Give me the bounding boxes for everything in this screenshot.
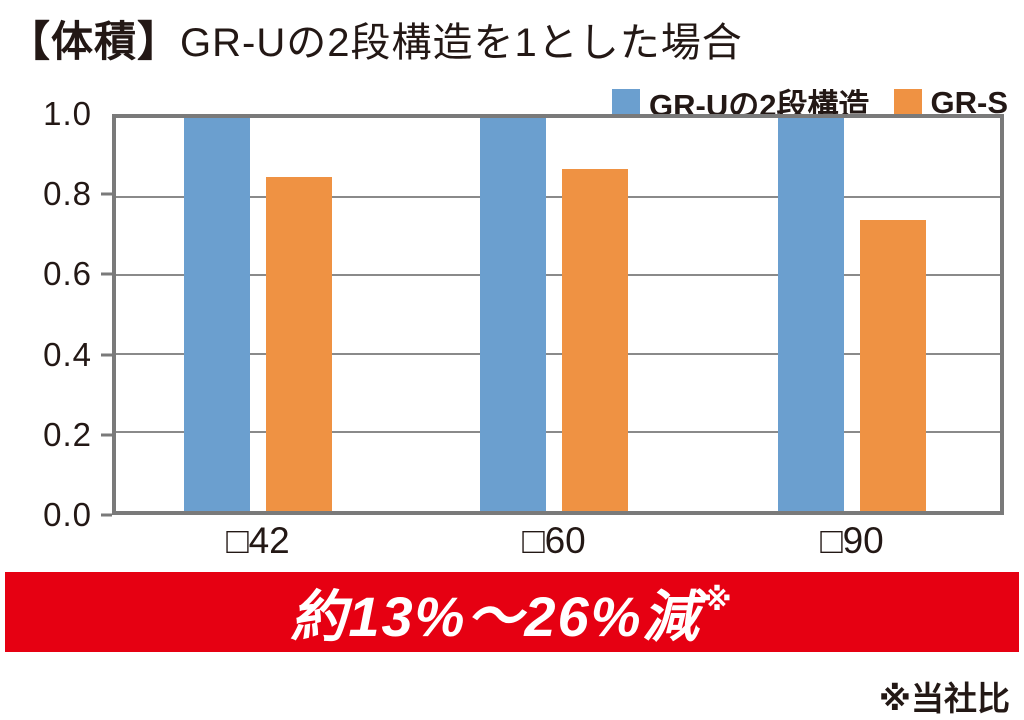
bar-gr-u-90 [778,118,844,511]
x-category-label: □60 [522,520,586,561]
x-axis: □42 □60 □90 [112,520,1004,568]
y-tick-label: 0.2 [43,415,92,453]
y-tick-label: 0.4 [43,335,92,373]
gridline [116,352,1000,355]
footnote: ※当社比 [878,680,1010,717]
legend-swatch-icon [612,88,641,117]
x-category-label: □90 [820,520,884,561]
gridline [116,274,1000,277]
x-category-label: □42 [226,520,290,561]
y-axis: 1.0 0.8 0.6 0.4 0.2 0.0 [0,95,112,533]
bar-gr-u-60 [480,118,546,511]
y-tick-label: 0.6 [43,255,92,293]
plot-area [112,114,1004,515]
y-tick-label: 0.8 [43,175,92,213]
bar-gr-s-60 [562,169,628,511]
y-tick-label: 1.0 [43,95,92,132]
y-tick-mark [101,272,112,276]
bar-gr-s-90 [860,220,926,511]
gridline [116,195,1000,198]
banner-text: 約13%〜26%減※ [290,583,734,648]
banner-note-mark: ※ [702,583,734,617]
gridline [116,431,1000,434]
legend-label: GR-S [930,84,1009,120]
bar-gr-u-42 [184,118,250,511]
chart-title-bracket: 【体積】 [8,18,181,65]
y-tick-mark [101,433,112,437]
chart-title-text: GR-Uの2段構造を1とした場合 [180,21,743,65]
y-tick-mark [101,192,112,196]
bar-gr-s-42 [266,177,332,511]
legend-item: GR-S [893,84,1009,121]
y-tick-mark [101,513,112,517]
chart-title: 【体積】GR-Uの2段構造を1とした場合 [8,8,743,69]
highlight-banner: 約13%〜26%減※ [5,572,1019,652]
y-tick-label: 0.0 [43,496,92,533]
y-tick-mark [101,353,112,357]
legend-swatch-icon [893,88,922,117]
